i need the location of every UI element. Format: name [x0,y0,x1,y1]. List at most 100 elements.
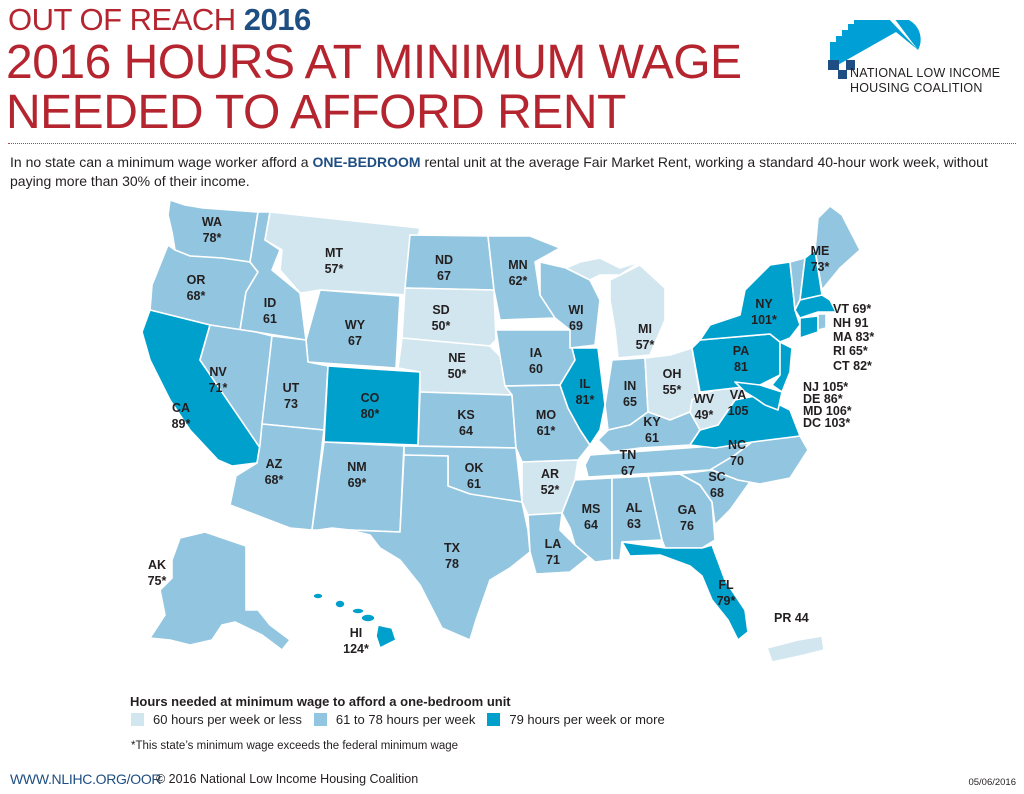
svg-text:ND: ND [435,253,453,267]
state-WV[interactable] [689,381,746,431]
svg-text:57*: 57* [636,338,655,352]
state-ME[interactable] [814,205,861,291]
svg-text:TX: TX [444,541,461,555]
legend-title: Hours needed at minimum wage to afford a… [130,694,511,709]
legend-swatch-low [131,713,144,726]
state-WY[interactable] [305,289,401,369]
pr-label: PR 44 [774,611,809,625]
svg-text:68*: 68* [187,289,206,303]
svg-text:FL: FL [718,578,734,592]
svg-text:81*: 81* [576,393,595,407]
svg-text:NC: NC [728,438,746,452]
svg-text:LA: LA [545,537,562,551]
svg-text:RI 65*: RI 65* [833,344,868,358]
svg-text:WA: WA [202,215,222,229]
state-IL[interactable] [559,347,606,446]
svg-text:SC: SC [708,470,725,484]
legend-item-mid: 61 to 78 hours per week [313,712,476,727]
svg-text:NY: NY [755,297,773,311]
state-AK[interactable] [149,531,291,651]
state-HI[interactable] [312,592,397,649]
state-TX[interactable] [349,454,531,641]
svg-text:NV: NV [209,365,227,379]
svg-text:78*: 78* [203,231,222,245]
state-MD-DE[interactable] [734,381,783,411]
state-SD[interactable] [401,287,497,347]
svg-text:UT: UT [283,381,300,395]
svg-text:MT: MT [325,246,343,260]
svg-text:68*: 68* [265,473,284,487]
territory-PR[interactable] [766,635,825,663]
svg-text:CT 82*: CT 82* [833,359,872,373]
legend: 60 hours per week or less 61 to 78 hours… [131,712,677,727]
svg-text:SD: SD [432,303,449,317]
svg-text:AL: AL [626,501,643,515]
svg-text:65: 65 [623,395,637,409]
svg-text:62*: 62* [509,274,528,288]
svg-text:DE 86*: DE 86* [803,392,843,406]
svg-text:64: 64 [584,518,598,532]
svg-text:105: 105 [728,404,749,418]
svg-text:67: 67 [621,464,635,478]
svg-text:78: 78 [445,557,459,571]
svg-text:OH: OH [663,367,682,381]
svg-text:IA: IA [530,346,543,360]
svg-text:61*: 61* [537,424,556,438]
svg-text:NM: NM [347,460,366,474]
svg-text:124*: 124* [343,642,369,656]
logo-line-2: HOUSING COALITION [850,81,983,95]
copyright: © 2016 National Low Income Housing Coali… [156,772,419,786]
svg-text:67: 67 [348,334,362,348]
svg-text:81: 81 [734,360,748,374]
svg-text:80*: 80* [361,407,380,421]
svg-text:60: 60 [529,362,543,376]
svg-text:AK: AK [148,558,166,572]
legend-item-high: 79 hours per week or more [487,712,665,727]
svg-text:GA: GA [678,503,697,517]
legend-label: 61 to 78 hours per week [335,712,476,727]
svg-text:PA: PA [733,344,749,358]
svg-text:CO: CO [361,391,380,405]
svg-text:MO: MO [536,408,556,422]
state-RI[interactable] [817,313,827,331]
state-AZ[interactable] [229,423,325,531]
svg-text:69*: 69* [348,476,367,490]
legend-swatch-mid [313,713,327,726]
state-NC[interactable] [709,435,809,485]
svg-text:101*: 101* [751,313,777,327]
svg-text:OR: OR [187,273,206,287]
state-MI-UP[interactable] [565,257,641,281]
svg-text:75*: 75* [148,574,167,588]
state-NY[interactable] [699,261,801,343]
state-CT[interactable] [799,315,819,339]
svg-text:NJ 105*: NJ 105* [803,380,848,394]
svg-text:ID: ID [264,296,277,310]
website-link[interactable]: WWW.NLIHC.ORG/OOR [10,771,162,787]
svg-text:AR: AR [541,467,559,481]
svg-text:NE: NE [448,351,465,365]
house-logo-icon [828,20,921,79]
svg-text:71*: 71* [209,381,228,395]
svg-text:79*: 79* [717,594,736,608]
page-title: 2016 HOURS AT MINIMUM WAGE NEEDED TO AFF… [6,38,742,138]
state-MI[interactable] [609,264,666,359]
intro-part: In no state can a minimum wage worker af… [10,154,313,170]
svg-text:IN: IN [624,379,637,393]
state-CO[interactable] [323,365,421,446]
svg-text:MA 83*: MA 83* [833,330,874,344]
svg-text:MD 106*: MD 106* [803,404,852,418]
svg-text:TN: TN [620,448,637,462]
title-divider [8,143,1016,144]
svg-text:76: 76 [680,519,694,533]
svg-text:AZ: AZ [266,457,283,471]
intro-text: In no state can a minimum wage worker af… [10,153,1020,191]
report-kicker: OUT OF REACH 2016 [8,2,311,38]
svg-text:89*: 89* [172,417,191,431]
svg-text:67: 67 [437,269,451,283]
svg-text:50*: 50* [448,367,467,381]
svg-text:70: 70 [730,454,744,468]
svg-text:MI: MI [638,322,652,336]
us-choropleth-map: WA 78* OR 68* CA 89* ID 61 NV 71* MT 57* WY 67 … [0,190,1024,680]
state-FL[interactable] [621,541,749,641]
